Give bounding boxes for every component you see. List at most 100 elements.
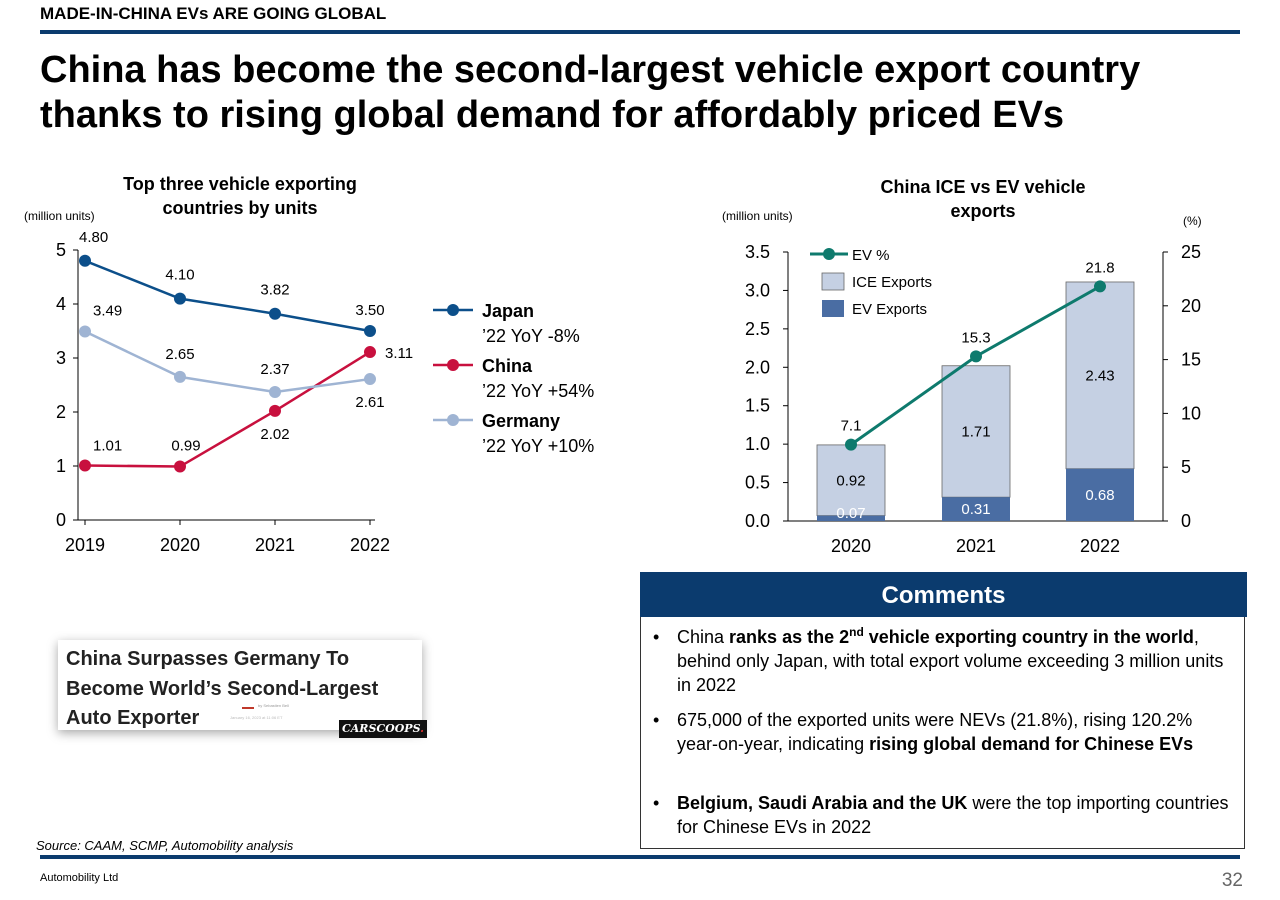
data-point-germany [174,370,186,383]
legend-label-ice-exports: ICE Exports [852,274,932,291]
comment-text: , behind only Japan, with total export v… [677,627,1224,695]
data-point-china [269,404,281,417]
y2-axis-label: (%) [1183,214,1202,228]
y-axis-label: (million units) [722,209,793,223]
data-label-japan: 4.10 [165,267,194,284]
data-point-japan [79,254,91,267]
x-tick-label: 2022 [350,535,390,555]
comment-bullet: Belgium, Saudi Arabia and the UK were th… [653,791,1237,839]
legend-label-ev-exports: EV Exports [852,301,927,318]
source-note: Source: CAAM, SCMP, Automobility analysi… [36,838,294,853]
y-tick-label: 5 [56,240,66,260]
news-headline-line-3: Auto Exporter [66,707,200,729]
page-number: 32 [1221,870,1243,891]
page-title-line-2: thanks to rising global demand for affor… [40,94,1065,136]
data-label-ice-exports: 0.92 [836,472,865,489]
series-line-germany [84,330,371,394]
y-tick-label: 1.0 [745,434,770,454]
section-kicker: MADE-IN-CHINA EVs ARE GOING GLOBAL [40,4,387,23]
bar-ice-exports [816,444,886,517]
byline-marker [242,707,254,709]
x-tick-label: 2020 [160,535,200,555]
news-date: January 16, 2023 at 11:06 ET [230,715,283,720]
legend-note-germany: ’22 YoY +10% [482,436,594,456]
comment-bullet: 675,000 of the exported units were NEVs … [653,708,1237,756]
series-line-japan [84,259,371,333]
comment-text: vehicle exporting country in the world [863,627,1194,647]
data-label-china: 3.11 [385,345,413,362]
data-label-japan: 3.50 [355,302,384,319]
comment-text: were the top importing countries for Chi… [677,793,1229,837]
legend-label-china: China [482,356,533,376]
carscoops-logo-text: CARSCOOPS [342,722,421,735]
comment-bullet: China ranks as the 2nd vehicle exporting… [653,625,1237,697]
bar-ev-exports [817,515,885,521]
x-tick-label: 2022 [1080,536,1120,556]
data-point-china [364,346,376,359]
y-tick-label: 0 [56,510,66,530]
legend-marker-japan [447,304,459,316]
comment-text: nd [849,625,864,639]
y2-tick-label: 5 [1181,457,1191,477]
y-axis-label: (million units) [24,209,95,223]
y2-tick-label: 0 [1181,511,1191,531]
legend-label-japan: Japan [482,301,534,321]
data-label-ev-percent: 21.8 [1085,259,1114,276]
y2-tick-label: 25 [1181,242,1201,262]
y-tick-label: 0.5 [745,473,770,493]
data-label-japan: 3.82 [260,282,289,299]
data-point-japan [174,292,186,305]
data-point-ev-percent [845,438,857,451]
y-tick-label: 2.5 [745,319,770,339]
y-tick-label: 3 [56,348,66,368]
chart-title-line-1: China ICE vs EV vehicle [880,177,1085,197]
legend-swatch-ev-exports [822,300,844,317]
bar-ice-exports [941,365,1011,498]
x-tick-label: 2020 [831,536,871,556]
legend-swatch-ice-exports [821,272,845,291]
data-label-ev-percent: 15.3 [961,329,990,346]
page-title-line-1: China has become the second-largest vehi… [40,49,1141,91]
x-tick-label: 2021 [956,536,996,556]
chart-title-line-1: Top three vehicle exporting [123,174,357,194]
data-label-china: 1.01 [93,437,122,454]
comment-text: China [677,627,730,647]
chart-title-line-2: exports [950,201,1015,221]
news-headline-line-2: Become World’s Second-Largest [66,677,379,700]
data-label-ev-exports: 0.07 [836,505,865,522]
data-label-germany: 2.65 [165,346,194,363]
news-headline-line-1: China Surpasses Germany To [66,648,350,670]
y-tick-label: 2.0 [745,357,770,377]
data-label-ice-exports: 1.71 [961,423,990,440]
data-point-germany [364,373,376,386]
x-tick-label: 2019 [65,535,105,555]
data-label-japan: 4.80 [79,229,108,246]
y2-tick-label: 20 [1181,296,1201,316]
y2-tick-label: 15 [1181,350,1201,370]
legend-note-japan: ’22 YoY -8% [482,326,580,346]
y-tick-label: 1.5 [745,396,770,416]
series-line-china [84,350,371,468]
data-point-ev-percent [1094,280,1106,293]
y-tick-label: 3.0 [745,280,770,300]
news-headline: China Surpasses Germany To Become World’… [66,645,416,734]
data-point-ev-percent [970,350,982,363]
legend-marker-china [447,359,459,371]
data-point-china [174,460,186,473]
y-tick-label: 1 [56,456,66,476]
comment-text: rising global demand for Chinese EVs [869,734,1194,754]
bar-ev-exports [1066,468,1134,521]
comment-text: Belgium, Saudi Arabia and the UK [677,793,968,813]
data-label-germany: 2.37 [260,361,289,378]
data-label-ice-exports: 2.43 [1085,367,1114,384]
page-title: China has become the second-largest vehi… [40,48,1240,138]
news-headline-card: China Surpasses Germany To Become World’… [58,640,427,738]
comment-text: 675,000 of the exported units were NEVs … [677,710,1193,754]
y-tick-label: 2 [56,402,66,422]
legend-label-ev-percent: EV % [852,247,890,264]
data-label-ev-exports: 0.68 [1085,487,1114,504]
news-byline: by Sebastien Bell [258,703,289,708]
x-tick-label: 2021 [255,535,295,555]
bar-ev-exports [942,497,1010,521]
company-name: Automobility Ltd [40,872,119,884]
